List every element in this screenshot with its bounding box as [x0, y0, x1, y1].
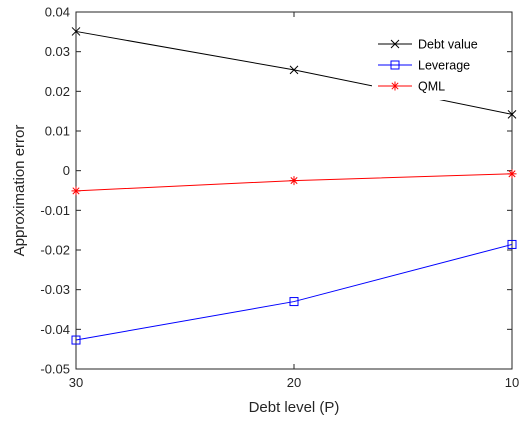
- series-line-leverage: [75, 243, 513, 341]
- y-tick-label: 0.02: [45, 84, 70, 99]
- data-point-qml: [507, 169, 517, 179]
- data-point-debt-value: [71, 27, 81, 36]
- x-tick-label: 30: [69, 375, 83, 390]
- y-tick-label: 0.04: [45, 5, 70, 20]
- y-tick-label: 0.03: [45, 44, 70, 59]
- x-tick-label: 10: [505, 375, 519, 390]
- y-tick-label: 0: [63, 163, 70, 178]
- axis-ticks: -0.05 -0.04 -0.03 -0.02 -0.01 0 0.01 0.02 0.03 0.…: [40, 5, 519, 391]
- data-point-leverage: [289, 297, 299, 307]
- data-point-leverage: [71, 335, 81, 345]
- legend-label: Debt value: [418, 38, 478, 52]
- series-leverage: [71, 239, 517, 345]
- legend-label: Leverage: [418, 59, 470, 73]
- legend-label: QML: [418, 80, 445, 94]
- legend: Debt value Leverage QML: [372, 30, 504, 100]
- y-tick-label: -0.03: [40, 282, 70, 297]
- data-point-qml: [71, 186, 81, 196]
- data-point-leverage: [507, 239, 517, 249]
- data-point-qml: [289, 176, 299, 186]
- data-point-debt-value: [507, 109, 517, 119]
- y-tick-label: -0.02: [40, 243, 70, 258]
- y-tick-label: 0.01: [45, 124, 70, 139]
- y-axis-label: Approximation error: [11, 125, 28, 257]
- y-tick-label: -0.04: [40, 322, 70, 337]
- legend-marker-qml: [390, 81, 400, 91]
- legend-item-leverage: Leverage: [378, 59, 470, 73]
- legend-item-qml: QML: [378, 80, 445, 94]
- legend-marker-leverage: [390, 60, 400, 70]
- y-tick-label: -0.01: [40, 203, 70, 218]
- legend-marker-debt-value: [390, 39, 400, 49]
- data-point-debt-value: [289, 65, 299, 75]
- legend-item-debt-value: Debt value: [378, 38, 478, 52]
- x-axis-label: Debt level (P): [249, 399, 340, 416]
- y-tick-label: -0.05: [40, 362, 70, 377]
- series-qml: [71, 169, 517, 196]
- x-tick-label: 20: [287, 375, 301, 390]
